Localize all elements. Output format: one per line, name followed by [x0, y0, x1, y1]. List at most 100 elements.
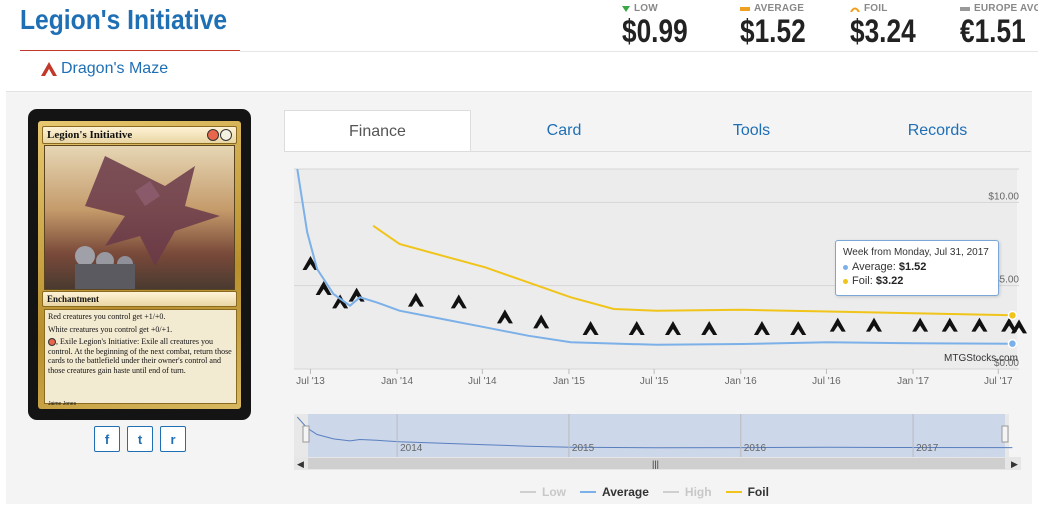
y-tick-label: $0.00: [994, 358, 1019, 369]
twitter-icon: t: [137, 431, 143, 447]
tooltip-foil-row: Foil: $3.22: [843, 274, 991, 288]
foil-label: FOIL: [864, 3, 888, 14]
legend-average-swatch: [580, 491, 596, 493]
legend-average-label: Average: [602, 485, 649, 499]
twitter-share-button[interactable]: t: [127, 426, 153, 452]
y-tick-label: $5.00: [994, 275, 1019, 286]
card-artist: Jaime Jones: [48, 401, 77, 407]
chart-legend: Low Average High Foil: [520, 485, 769, 499]
set-symbol-icon: [450, 294, 467, 309]
card-name-bar: Legion's Initiative: [42, 126, 237, 144]
x-tick-label: Jan '14: [381, 376, 413, 387]
series-point-average[interactable]: [1007, 338, 1018, 349]
set-release-markers: [302, 256, 1027, 335]
tooltip-foil-label: Foil:: [852, 275, 873, 287]
legend-low-swatch: [520, 491, 536, 493]
navigator-year-labels: 2014 2015 2016 2017: [396, 414, 939, 457]
price-history-chart[interactable]: Jul '13 Jan '14 Jul '14 Jan '15 Jul '15 Jan '…: [284, 152, 1031, 503]
facebook-share-button[interactable]: f: [94, 426, 120, 452]
x-axis-labels: Jul '13 Jan '14 Jul '14 Jan '15 Jul '15 Jan '…: [296, 376, 1013, 387]
title-underline: [20, 50, 240, 51]
x-tick-label: Jan '16: [725, 376, 757, 387]
set-symbol-icon: [1001, 317, 1018, 332]
dragons-maze-set-icon: [41, 62, 57, 76]
legend-average[interactable]: Average: [580, 485, 649, 499]
set-symbol-icon: [664, 321, 681, 335]
card-image[interactable]: Legion's Initiative Enchantment Red crea…: [28, 109, 251, 420]
tab-tools[interactable]: Tools: [732, 122, 771, 139]
navigator-right-handle[interactable]: [1001, 425, 1009, 443]
set-name: Dragon's Maze: [61, 60, 169, 77]
card-face: Legion's Initiative Enchantment Red crea…: [38, 121, 241, 409]
card-name: Legion's Initiative: [47, 129, 133, 141]
navigator-scrollbar-thumb[interactable]: [308, 458, 1005, 469]
average-dot-icon: [843, 264, 848, 270]
legend-high-label: High: [684, 485, 712, 499]
set-symbol-icon: [912, 317, 929, 332]
reddit-share-button[interactable]: r: [160, 426, 186, 452]
red-mana-icon: [48, 338, 56, 347]
red-mana-icon: [207, 129, 219, 141]
card-text-line-3: , Exile Legion's Initiative: Exile all c…: [48, 337, 232, 375]
low-price: $0.99: [622, 13, 688, 49]
dragon-art: [75, 156, 220, 289]
x-tick-label: Jul '17: [984, 376, 1013, 387]
legend-foil-swatch: [725, 491, 742, 493]
set-link[interactable]: Dragon's Maze: [40, 60, 168, 78]
set-symbol-icon: [829, 317, 846, 332]
europe-label: EUROPE AVG: [974, 3, 1038, 14]
chart-tooltip: Week from Monday, Jul 31, 2017 Average: …: [835, 240, 999, 296]
navigator-year-label: 2017: [916, 443, 939, 454]
white-mana-icon: [220, 129, 232, 141]
low-price-stat: LOW $0.99: [622, 3, 702, 48]
card-text-line: Red creatures you control get +1/+0.: [48, 312, 166, 321]
set-symbol-icon: [866, 317, 882, 332]
reddit-icon: r: [170, 431, 176, 447]
europe-price-stat: EUROPE AVG €1.51: [960, 3, 1038, 48]
tab-divider: [284, 151, 1031, 152]
tab-finance[interactable]: Finance: [284, 110, 471, 152]
set-symbol-icon: [941, 317, 958, 332]
average-price-stat: AVERAGE $1.52: [740, 3, 820, 48]
down-arrow-icon: [622, 5, 630, 12]
series-line-average: [296, 168, 1013, 346]
x-tick-label: Jul '13: [296, 376, 325, 387]
set-symbol-icon: [496, 309, 513, 324]
set-symbol-icon: [753, 321, 770, 335]
set-symbol-icon: [302, 256, 319, 270]
x-tick-label: Jan '15: [553, 376, 585, 387]
navigator-year-label: 2014: [400, 443, 423, 454]
y-tick-label: $10.00: [988, 191, 1019, 202]
card-art: [44, 145, 235, 290]
tooltip-average-label: Average:: [852, 261, 896, 273]
set-symbol-icon: [628, 321, 645, 335]
x-tick-label: Jul '14: [468, 376, 497, 387]
x-tick-label: Jul '16: [812, 376, 841, 387]
tooltip-foil-value: $3.22: [875, 275, 904, 287]
tooltip-average-row: Average: $1.52: [843, 260, 991, 274]
europe-bar-icon: [960, 6, 970, 11]
tab-card[interactable]: Card: [546, 122, 582, 139]
x-tick-label: Jan '17: [897, 376, 929, 387]
legend-high-swatch: [662, 491, 679, 493]
foil-arc-icon: [850, 7, 860, 12]
set-symbol-icon: [407, 292, 424, 307]
scroll-left-icon[interactable]: ◀: [297, 459, 304, 469]
chart-credit[interactable]: MTGStocks.com: [944, 353, 1018, 364]
foil-price-stat: FOIL $3.24: [850, 3, 930, 48]
navigator-year-label: 2016: [744, 443, 767, 454]
navigator-series: [296, 416, 1013, 449]
legend-high[interactable]: High: [662, 485, 712, 499]
navigator-left-handle[interactable]: [302, 425, 310, 443]
europe-price: €1.51: [960, 13, 1026, 49]
tab-bar: Finance Card Tools Records: [284, 110, 1031, 152]
series-line-foil: [372, 224, 1013, 317]
legend-foil-label: Foil: [747, 485, 769, 499]
legend-foil[interactable]: Foil: [725, 485, 769, 499]
legend-low[interactable]: Low: [520, 485, 566, 499]
low-label: LOW: [634, 3, 658, 14]
tab-records[interactable]: Records: [907, 122, 968, 139]
series-point-foil[interactable]: [1007, 310, 1018, 321]
scroll-right-icon[interactable]: ▶: [1011, 459, 1018, 469]
navigator-range[interactable]: [308, 414, 1005, 459]
